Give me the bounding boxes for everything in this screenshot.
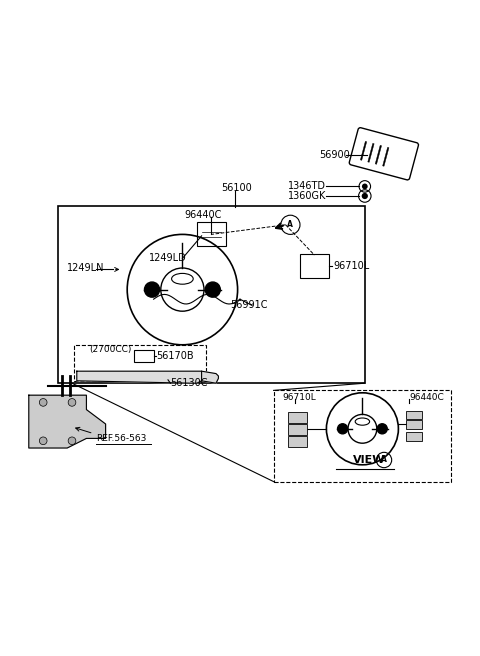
Polygon shape [202, 371, 218, 383]
Bar [58, 205, 365, 383]
Text: 56170B: 56170B [156, 351, 193, 361]
FancyBboxPatch shape [368, 144, 374, 162]
Bar [300, 254, 329, 277]
Text: 1360GK: 1360GK [288, 191, 326, 201]
Polygon shape [29, 395, 106, 448]
Text: 56100: 56100 [221, 183, 252, 193]
Text: 56900: 56900 [319, 150, 350, 160]
Circle shape [39, 437, 47, 445]
Circle shape [144, 282, 159, 297]
FancyBboxPatch shape [360, 142, 367, 160]
Circle shape [68, 437, 76, 445]
Text: 1249LD: 1249LD [149, 253, 187, 264]
Circle shape [68, 399, 76, 406]
Text: 96710L: 96710L [334, 260, 370, 270]
Circle shape [362, 184, 368, 190]
Text: REF.56-563: REF.56-563 [96, 434, 146, 443]
Bar [197, 222, 226, 247]
Polygon shape [77, 371, 202, 383]
Circle shape [337, 424, 348, 434]
Text: 56130C: 56130C [170, 379, 208, 388]
Text: 1346TD: 1346TD [288, 182, 326, 192]
Bar [406, 420, 422, 429]
Circle shape [205, 282, 220, 297]
Text: VIEW: VIEW [353, 455, 385, 465]
Bar [406, 411, 422, 419]
Bar [288, 424, 307, 434]
Text: 96440C: 96440C [409, 393, 444, 402]
Bar [288, 412, 307, 422]
Text: (2700CC): (2700CC) [89, 345, 131, 354]
Bar [274, 390, 451, 482]
FancyBboxPatch shape [383, 148, 389, 166]
Text: A: A [288, 220, 293, 230]
Text: 56991C: 56991C [230, 300, 268, 310]
Circle shape [362, 193, 368, 199]
Bar [134, 350, 154, 362]
Text: 96440C: 96440C [185, 210, 222, 220]
Circle shape [39, 399, 47, 406]
Bar [74, 345, 206, 380]
Text: A: A [381, 455, 387, 464]
FancyBboxPatch shape [375, 146, 382, 164]
Bar [288, 436, 307, 447]
Text: 1249LN: 1249LN [67, 263, 105, 273]
Text: 96710L: 96710L [282, 393, 316, 402]
Circle shape [377, 424, 387, 434]
Bar [406, 432, 422, 441]
